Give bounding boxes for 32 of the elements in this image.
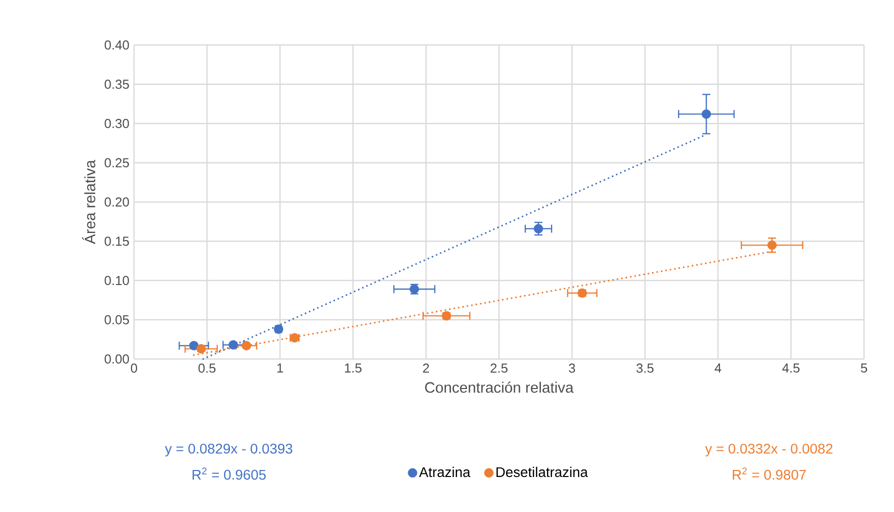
x-tick-label: 5 — [860, 364, 868, 373]
legend-label: Desetilatrazina — [496, 466, 588, 478]
y-tick-label: 0.10 — [104, 276, 129, 286]
point — [228, 340, 238, 350]
x-tick-label: 2.5 — [490, 364, 508, 373]
x-tick-label: 2 — [423, 364, 429, 373]
x-tick-label: 1 — [277, 364, 283, 372]
y-tick-label: 0.15 — [104, 236, 129, 246]
x-tick-label: 4 — [714, 364, 722, 372]
y-tick-label: 0.30 — [104, 118, 129, 128]
y-tick-label: 0.25 — [104, 158, 129, 168]
y-tick-label: 0.20 — [104, 197, 129, 207]
x-tick-label: 3 — [568, 364, 576, 373]
text: y = 0.0829x - 0.0393 — [164, 444, 292, 456]
point — [702, 109, 712, 119]
text: R$^{2}$ = 0.9807 — [732, 468, 806, 480]
x-tick-label: 1.5 — [344, 364, 362, 373]
text: R$^{2}$ = 0.9605 — [192, 468, 266, 480]
x-axis-title: Concentración relativa — [425, 382, 574, 393]
text: y = 0.0332x - 0.0082 — [705, 444, 832, 456]
x-tick-label: 3.5 — [636, 364, 654, 373]
point — [196, 344, 206, 354]
x-tick-label: 4.5 — [782, 364, 800, 373]
x-tick-label: 0 — [130, 364, 138, 373]
y-tick-label: 0.35 — [104, 80, 129, 89]
x-tick-label: 0.5 — [198, 364, 216, 373]
y-tick-label: 0.40 — [104, 40, 129, 50]
legend-label: Atrazina — [419, 466, 470, 478]
y-tick-label: 0.00 — [104, 354, 129, 364]
y-axis-title: Área relativa — [82, 160, 96, 244]
y-tick-label: 0.05 — [104, 315, 129, 324]
point — [189, 340, 199, 350]
